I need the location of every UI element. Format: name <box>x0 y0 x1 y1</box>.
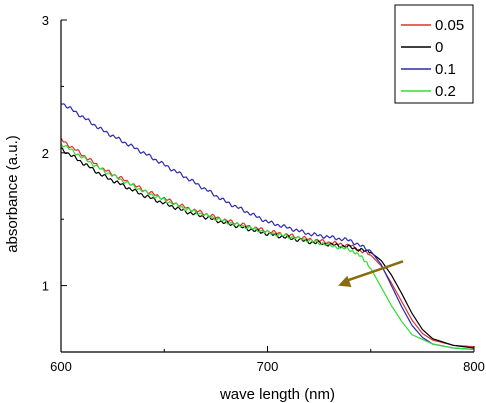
tick-labels: 600 700 800 1 2 3 <box>42 13 485 374</box>
series-line-0.05 <box>60 137 475 348</box>
legend-box <box>394 4 474 104</box>
y-tick-label: 1 <box>42 279 49 294</box>
legend-label-0.2: 0.2 <box>435 83 456 100</box>
legend-label-0: 0 <box>435 39 443 56</box>
y-tick-label: 2 <box>42 146 49 161</box>
arrow-head <box>338 275 352 288</box>
plot-area <box>60 103 475 350</box>
arrow-shaft <box>343 260 404 283</box>
x-tick-label: 600 <box>50 359 72 374</box>
series-line-0.2 <box>60 143 475 350</box>
legend-label-0.05: 0.05 <box>435 17 464 34</box>
series-line-0.1 <box>60 103 475 350</box>
y-axis-label: absorbance (a.u.) <box>4 135 21 253</box>
x-tick-label: 800 <box>463 359 485 374</box>
shift-arrow <box>338 260 404 288</box>
series-line-0 <box>60 147 475 349</box>
legend-label-0.1: 0.1 <box>435 61 456 78</box>
x-axis-label: wave length (nm) <box>219 386 335 403</box>
x-tick-label: 700 <box>257 359 279 374</box>
legend: 0.05 0 0.1 0.2 <box>394 4 474 104</box>
y-tick-label: 3 <box>42 13 49 28</box>
